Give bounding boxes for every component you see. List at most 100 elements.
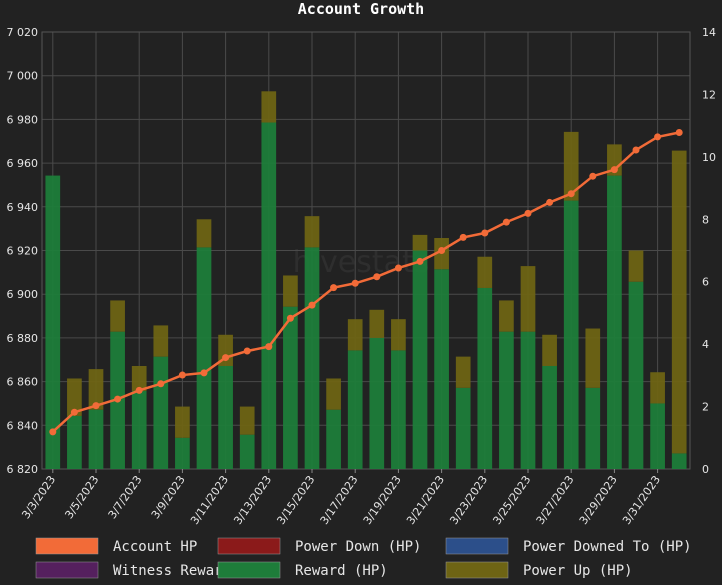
account-hp-line [51,131,680,433]
bar-reward-hp [196,247,212,469]
account-hp-point [286,314,294,322]
left-tick-label: 6 980 [7,113,39,126]
bar-power-up-hp [110,300,125,332]
bar-power-up-hp [628,250,644,282]
left-tick-label: 6 860 [7,376,39,389]
x-tick-label: 3/21/2023 [404,473,447,527]
account-hp-point [438,247,446,254]
account-hp-point [92,402,100,410]
legend-label: Power Downed To (HP) [523,539,692,555]
account-hp-point [178,371,186,379]
bar-power-up-hp [650,372,665,404]
bar-power-up-hp [239,406,255,435]
x-tick-label: 3/7/2023 [106,473,145,521]
bar-reward-hp [455,387,471,469]
bar-power-up-hp [326,378,341,410]
bar-reward-hp [477,287,493,469]
legend-label: Reward (HP) [295,563,388,579]
account-hp-point [308,301,316,309]
right-tick-label: 8 [702,213,709,226]
bar-power-up-hp [477,256,493,288]
right-tick-label: 14 [702,26,716,39]
bar-reward-hp [607,175,622,470]
bar-reward-hp [304,247,320,469]
account-hp-point [135,386,143,394]
account-hp-point [394,264,402,272]
bar-reward-hp [499,331,514,469]
x-tick-label: 3/13/2023 [231,473,274,527]
bar-reward-hp [434,269,449,469]
account-hp-point [265,343,273,351]
bar-power-up-hp [671,150,687,454]
account-hp-point [675,129,683,137]
bar-reward-hp [391,350,406,469]
bar-reward-hp [347,350,363,469]
x-tick-label: 3/15/2023 [274,473,317,527]
bar-power-up-hp [347,319,363,351]
right-tick-label: 6 [702,276,709,289]
left-tick-label: 7 020 [7,26,39,39]
left-tick-label: 6 960 [7,157,39,170]
chart-title: Account Growth [298,0,424,18]
bar-reward-hp [261,122,277,470]
bar-power-up-hp [283,275,298,307]
account-hp-point [654,133,662,141]
left-tick-label: 7 000 [7,70,39,83]
bar-reward-hp [45,175,61,470]
left-tick-label: 6 940 [7,201,39,214]
bar-reward-hp [542,365,557,469]
account-hp-point [70,408,78,416]
bar-power-up-hp [369,309,385,338]
bar-reward-hp [326,409,341,469]
bar-power-up-hp [153,325,169,357]
legend-swatch [35,537,99,555]
account-hp-point [589,172,597,180]
bar-power-up-hp [67,378,82,416]
x-tick-label: 3/9/2023 [149,473,188,521]
bar-reward-hp [671,453,687,469]
account-hp-point [524,209,532,217]
account-hp-point [157,380,165,388]
account-hp-point [502,218,510,226]
bar-reward-hp [218,365,233,469]
account-hp-point [49,428,57,436]
x-tick-label: 3/19/2023 [361,473,404,527]
legend-swatch [35,561,99,579]
account-hp-point [330,284,338,292]
bar-reward-hp [412,250,428,469]
account-hp-point [200,369,208,377]
account-hp-point [243,347,251,355]
bar-power-up-hp [196,219,212,248]
left-tick-label: 6 880 [7,332,39,345]
right-tick-label: 10 [702,151,716,164]
right-tick-label: 0 [702,463,709,476]
x-tick-label: 3/17/2023 [318,473,361,527]
bar-reward-hp [175,437,190,469]
bar-power-up-hp [131,365,147,391]
bar-power-up-hp [175,406,190,438]
bar-reward-hp [153,356,169,469]
bar-power-up-hp [88,369,104,410]
account-hp-point [416,257,424,265]
account-hp-point [481,229,489,237]
right-tick-label: 12 [702,88,716,101]
x-tick-label: 3/11/2023 [188,473,231,527]
legend-label: Account HP [113,539,197,555]
bar-power-up-hp [218,334,233,366]
legend-label: Power Down (HP) [295,539,421,555]
left-tick-label: 6 920 [7,245,39,258]
left-tick-label: 6 840 [7,419,39,432]
bar-power-up-hp [261,91,277,123]
legend-swatch [445,561,509,579]
account-hp-point [632,146,640,154]
x-tick-label: 3/3/2023 [19,473,58,521]
account-hp-point [373,273,381,281]
bar-power-up-hp [412,234,428,251]
legend-label: Power Up (HP) [523,563,633,579]
left-tick-label: 6 900 [7,288,39,301]
bar-reward-hp [585,387,601,469]
right-tick-label: 2 [702,401,709,414]
bar-reward-hp [628,281,644,469]
